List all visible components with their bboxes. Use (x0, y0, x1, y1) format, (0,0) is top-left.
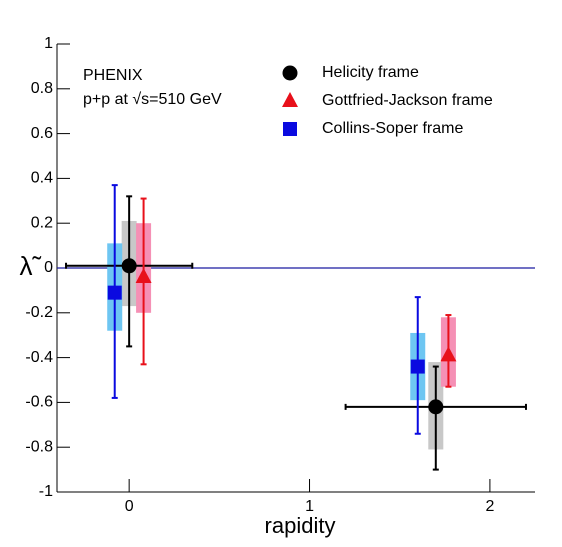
x-tick-label: 1 (305, 498, 314, 515)
y-tick-label: -0.2 (25, 304, 53, 321)
y-tick-label: 0.2 (31, 214, 53, 231)
point (428, 399, 444, 415)
legend-label: Gottfried-Jackson frame (322, 92, 493, 109)
annotation: PHENIX (83, 67, 143, 84)
y-tick-label: 0.6 (31, 125, 53, 142)
legend-marker (283, 122, 297, 136)
y-tick-label: 0.4 (31, 170, 53, 187)
y-tick-label: -0.4 (25, 349, 53, 366)
point (440, 346, 457, 362)
y-tick-label: 1 (44, 35, 53, 52)
y-tick-label: -0.6 (25, 394, 53, 411)
x-tick-label: 0 (125, 498, 134, 515)
y-tick-label: -1 (39, 483, 53, 500)
y-tick-label: 0 (44, 259, 53, 276)
legend-marker (282, 65, 298, 81)
legend-label: Collins-Soper frame (322, 120, 463, 137)
point (121, 258, 137, 274)
point (135, 267, 152, 283)
y-axis-label: λ̃ (20, 251, 42, 281)
legend-label: Helicity frame (322, 64, 419, 81)
y-tick-label: 0.8 (31, 80, 53, 97)
y-tick-label: -0.8 (25, 438, 53, 455)
x-tick-label: 2 (485, 498, 494, 515)
x-axis-label: rapidity (265, 513, 336, 538)
point (410, 359, 425, 374)
point (107, 285, 122, 300)
annotation: p+p at √s=510 GeV (83, 91, 222, 108)
legend-marker (282, 92, 298, 107)
